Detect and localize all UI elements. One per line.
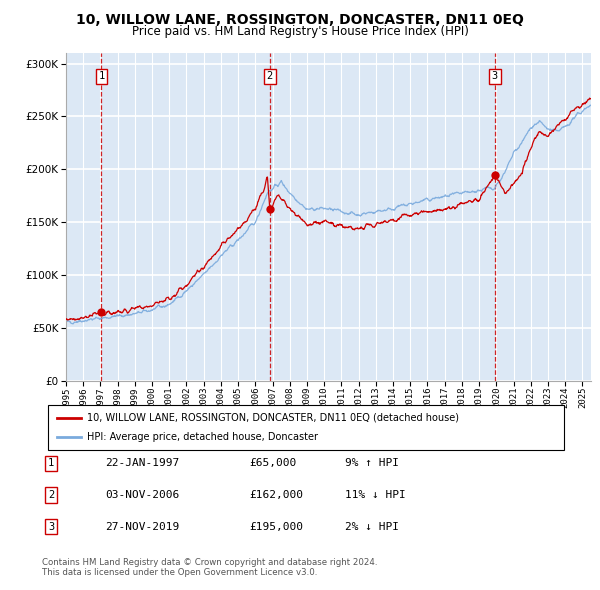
Text: 22-JAN-1997: 22-JAN-1997 (105, 458, 179, 468)
Text: Price paid vs. HM Land Registry's House Price Index (HPI): Price paid vs. HM Land Registry's House … (131, 25, 469, 38)
Text: £195,000: £195,000 (249, 522, 303, 532)
Text: 1: 1 (48, 458, 54, 468)
Text: 10, WILLOW LANE, ROSSINGTON, DONCASTER, DN11 0EQ (detached house): 10, WILLOW LANE, ROSSINGTON, DONCASTER, … (87, 413, 459, 422)
Text: 2% ↓ HPI: 2% ↓ HPI (345, 522, 399, 532)
Text: 27-NOV-2019: 27-NOV-2019 (105, 522, 179, 532)
Text: Contains HM Land Registry data © Crown copyright and database right 2024.
This d: Contains HM Land Registry data © Crown c… (42, 558, 377, 577)
Text: 1: 1 (98, 71, 104, 81)
Text: 2: 2 (266, 71, 273, 81)
Text: 9% ↑ HPI: 9% ↑ HPI (345, 458, 399, 468)
Text: £65,000: £65,000 (249, 458, 296, 468)
Text: 11% ↓ HPI: 11% ↓ HPI (345, 490, 406, 500)
Text: 3: 3 (48, 522, 54, 532)
Text: 03-NOV-2006: 03-NOV-2006 (105, 490, 179, 500)
Text: HPI: Average price, detached house, Doncaster: HPI: Average price, detached house, Donc… (87, 432, 318, 442)
Text: 2: 2 (48, 490, 54, 500)
Text: 3: 3 (491, 71, 498, 81)
Text: £162,000: £162,000 (249, 490, 303, 500)
Text: 10, WILLOW LANE, ROSSINGTON, DONCASTER, DN11 0EQ: 10, WILLOW LANE, ROSSINGTON, DONCASTER, … (76, 13, 524, 27)
